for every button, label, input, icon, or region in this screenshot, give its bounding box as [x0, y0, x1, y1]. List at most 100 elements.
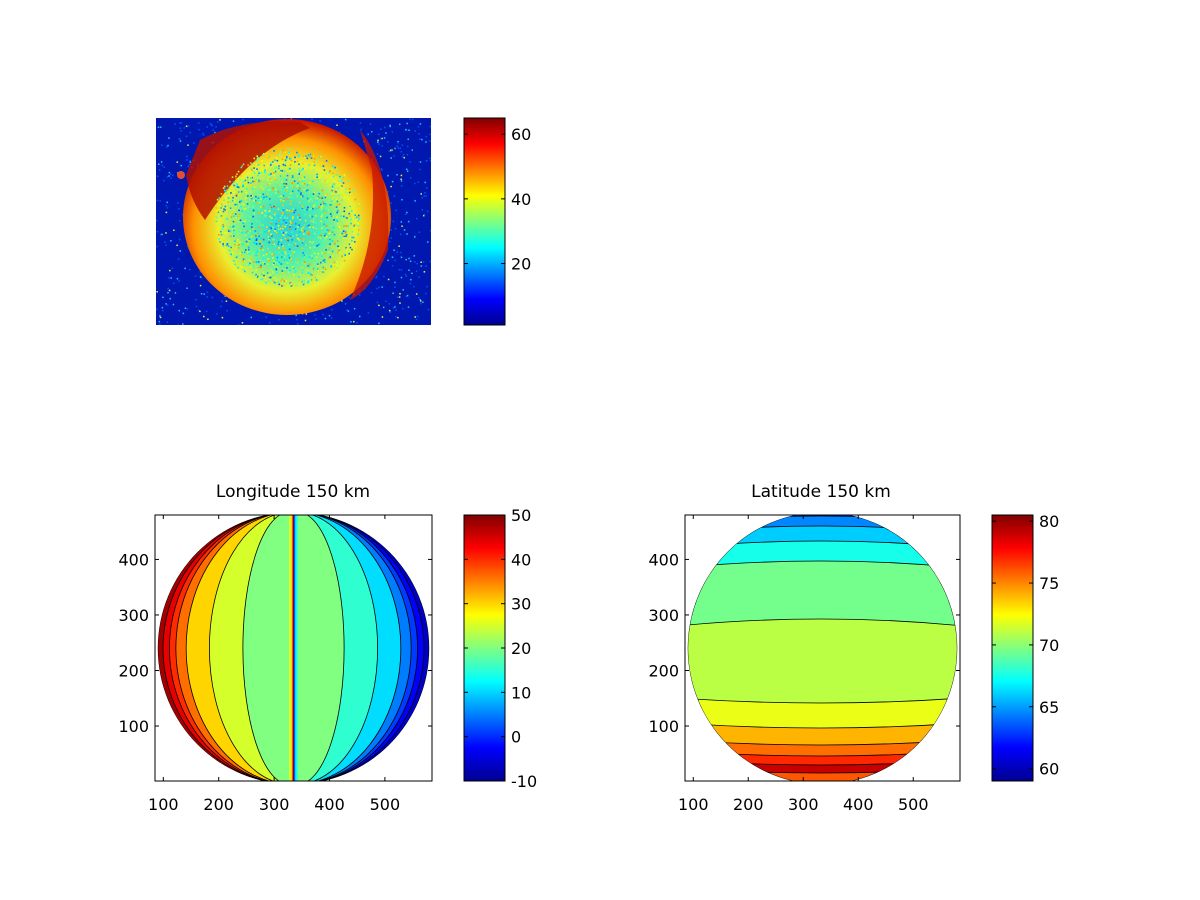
disk-speckle-pixel [297, 184, 299, 187]
noise-pixel [404, 273, 407, 276]
disk-speckle-pixel [278, 261, 281, 264]
disk-speckle-pixel [331, 210, 333, 213]
disk-speckle-pixel [323, 263, 326, 266]
disk-speckle-pixel [235, 194, 238, 197]
disk-speckle-pixel [313, 246, 315, 249]
disk-speckle-pixel [274, 170, 277, 173]
disk-speckle-pixel [235, 175, 237, 178]
noise-pixel [401, 307, 404, 310]
noise-pixel [405, 129, 408, 131]
disk-speckle-pixel [289, 220, 292, 223]
disk-speckle-pixel [284, 257, 286, 259]
colorbar-tick-label: 75 [1039, 574, 1059, 593]
disk-speckle-pixel [257, 163, 260, 166]
disk-speckle-pixel [297, 189, 300, 192]
disk-speckle-pixel [301, 272, 303, 274]
noise-pixel [348, 296, 351, 299]
disk-speckle-pixel [228, 197, 230, 199]
disk-speckle-pixel [325, 172, 327, 175]
noise-pixel [406, 294, 409, 297]
disk-speckle-pixel [287, 213, 290, 216]
disk-speckle-pixel [316, 173, 318, 176]
noise-pixel [156, 245, 158, 248]
disk-speckle-pixel [333, 200, 335, 203]
disk-speckle-pixel [263, 252, 265, 254]
noise-pixel [206, 291, 209, 293]
disk-speckle-pixel [267, 247, 269, 250]
disk-speckle-pixel [255, 239, 258, 242]
disk-speckle-pixel [248, 264, 251, 266]
disk-speckle-pixel [343, 225, 345, 227]
disk-speckle-pixel [272, 187, 274, 189]
noise-pixel [170, 173, 172, 176]
disk-speckle-pixel [257, 276, 259, 278]
noise-pixel [161, 306, 164, 309]
noise-pixel [400, 256, 403, 259]
noise-pixel [371, 130, 373, 133]
disk-speckle-pixel [297, 182, 299, 185]
noise-pixel [399, 147, 402, 150]
disk-speckle-pixel [308, 233, 310, 235]
disk-speckle-pixel [271, 226, 274, 229]
disk-speckle-pixel [313, 204, 316, 207]
disk-speckle-pixel [345, 225, 348, 227]
disk-speckle-pixel [320, 203, 322, 206]
disk-speckle-pixel [349, 246, 352, 249]
longitude-contour-line [162, 515, 270, 781]
disk-speckle-pixel [324, 252, 326, 255]
longitude-contour-line [316, 515, 419, 781]
disk-speckle-pixel [225, 192, 228, 195]
disk-speckle-pixel [346, 251, 348, 254]
disk-speckle-pixel [215, 221, 218, 224]
disk-speckle-pixel [268, 156, 271, 158]
disk-speckle-pixel [347, 190, 350, 193]
noise-pixel [388, 150, 391, 153]
disk-speckle-pixel [304, 156, 306, 159]
noise-pixel [426, 285, 428, 288]
disk-speckle-pixel [310, 207, 312, 210]
disk-speckle-pixel [291, 175, 294, 177]
disk-speckle-pixel [303, 182, 306, 185]
noise-pixel [296, 318, 298, 321]
disk-speckle-pixel [311, 220, 313, 222]
disk-speckle-pixel [337, 187, 340, 190]
disk-speckle-pixel [252, 234, 255, 237]
disk-speckle-pixel [310, 273, 312, 276]
noise-pixel [418, 276, 420, 278]
disk-speckle-pixel [237, 244, 240, 246]
disk-speckle-pixel [241, 210, 243, 212]
disk-speckle-pixel [344, 232, 347, 234]
disk-speckle-pixel [301, 266, 303, 269]
noise-pixel [406, 211, 408, 214]
disk-speckle-pixel [286, 267, 288, 269]
disk-speckle-pixel [318, 176, 321, 179]
disk-speckle-pixel [343, 210, 346, 213]
disk-speckle-pixel [273, 262, 275, 264]
disk-speckle-pixel [358, 218, 360, 220]
noise-pixel [426, 210, 429, 213]
disk-speckle-pixel [262, 257, 265, 260]
disk-speckle-pixel [255, 219, 258, 222]
disk-speckle-pixel [292, 252, 294, 255]
disk-speckle-pixel [242, 222, 244, 224]
disk-speckle-pixel [339, 175, 341, 178]
disk-speckle-pixel [250, 182, 252, 184]
disk-speckle-pixel [238, 209, 240, 212]
disk-speckle-pixel [337, 225, 339, 228]
disk-speckle-pixel [234, 205, 237, 208]
disk-speckle-pixel [329, 173, 332, 175]
noise-pixel [328, 314, 331, 317]
noise-pixel [378, 143, 380, 145]
disk-speckle-pixel [284, 163, 287, 166]
disk-speckle-pixel [253, 157, 256, 160]
disk-speckle-pixel [320, 206, 323, 209]
noise-pixel [186, 287, 188, 289]
disk-speckle-pixel [316, 244, 318, 247]
disk-speckle-pixel [315, 209, 318, 211]
disk-speckle-pixel [233, 229, 235, 232]
noise-pixel [381, 169, 383, 171]
disk-speckle-pixel [283, 258, 285, 260]
disk-speckle-pixel [258, 172, 260, 175]
disk-speckle-pixel [245, 192, 248, 194]
noise-pixel [305, 313, 308, 315]
